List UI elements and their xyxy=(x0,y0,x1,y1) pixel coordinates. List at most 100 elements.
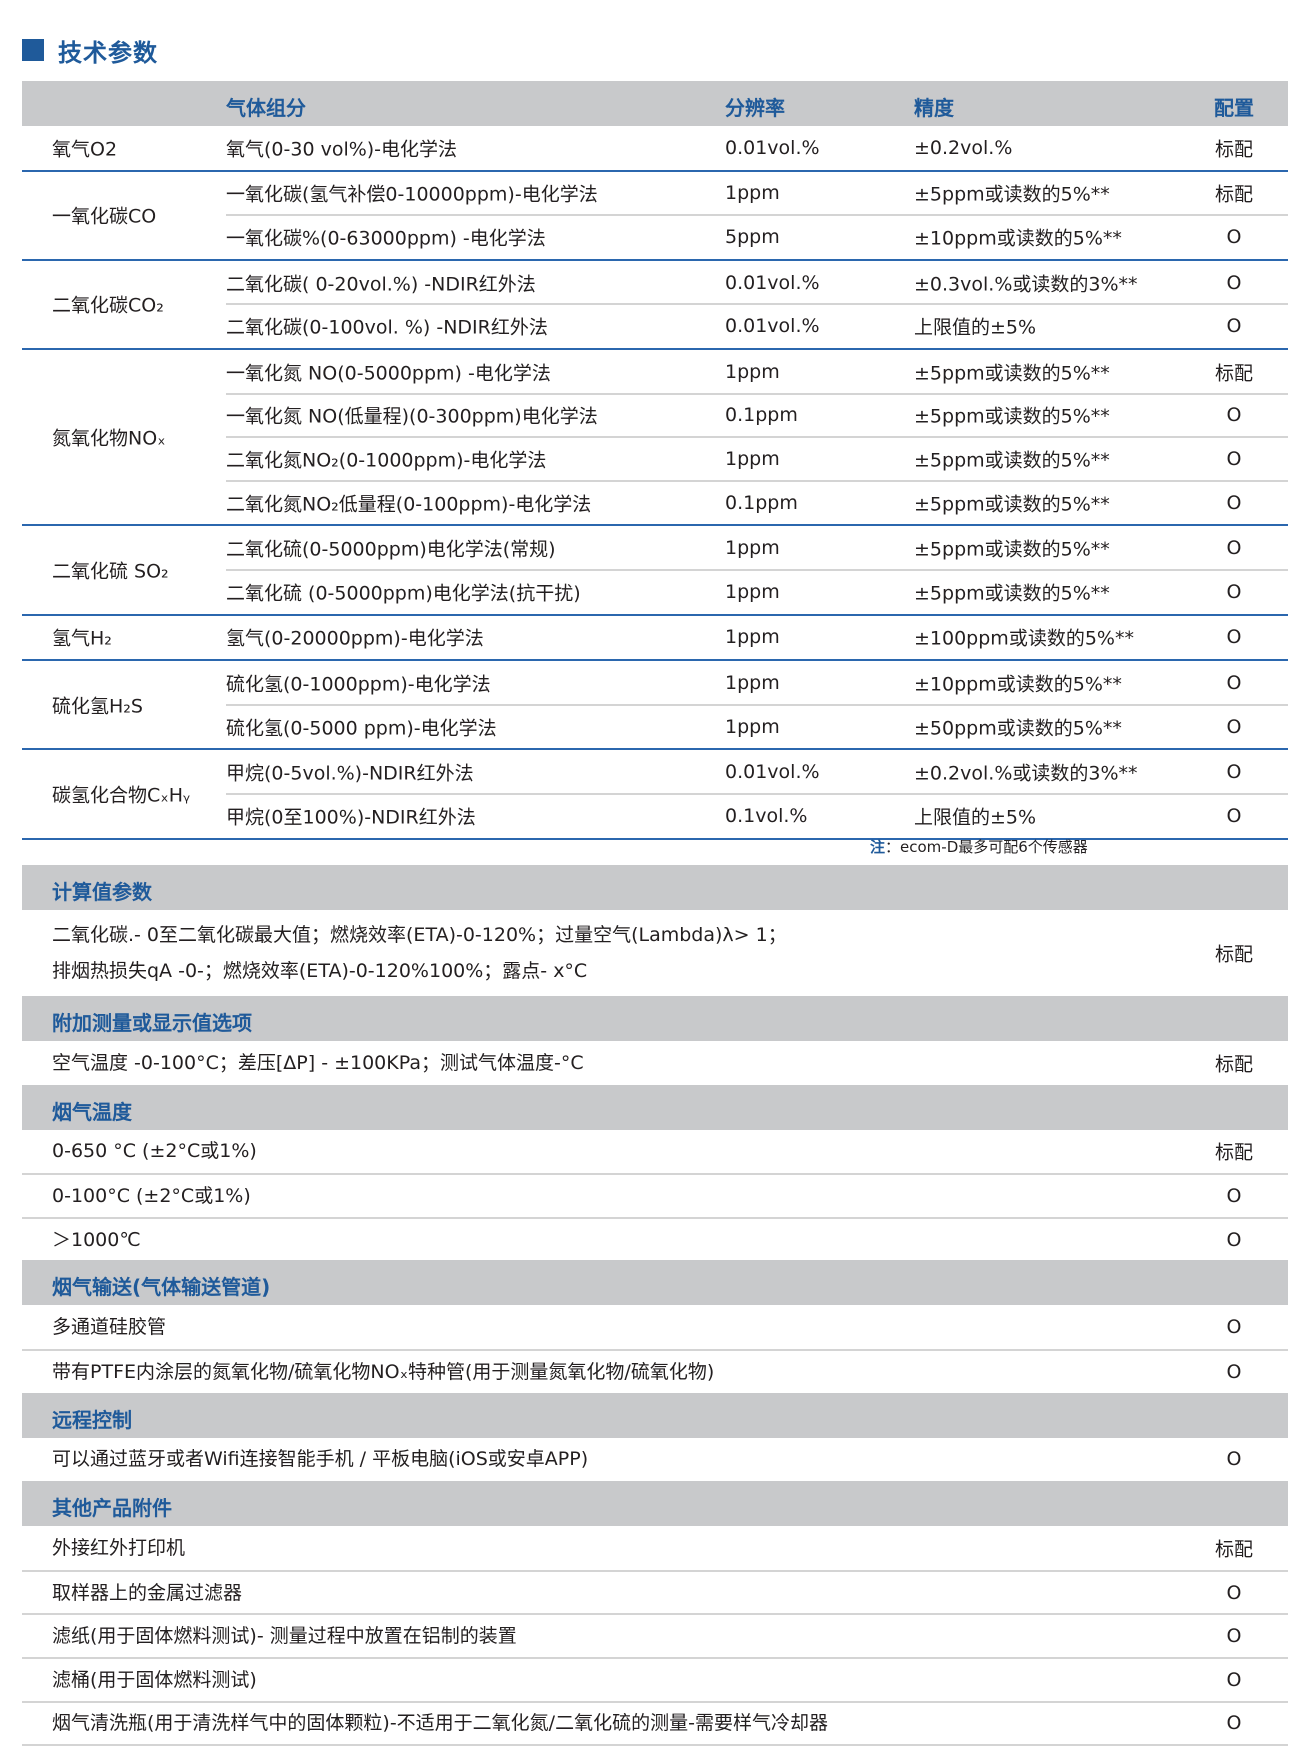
footnote: 注：ecom-D最多可配6个传感器 xyxy=(870,836,1088,857)
resolution-cell: 1ppm xyxy=(725,671,780,694)
config-cell: O xyxy=(1226,1668,1242,1691)
gas-group: 氢气H₂ 氢气(0-20000ppm)-电化学法 1ppm ±100ppm或读数的5… xyxy=(22,616,1288,662)
config-cell: 标配 xyxy=(1214,1053,1253,1076)
resolution-cell: 0.1ppm xyxy=(725,491,798,514)
config-cell: O xyxy=(1226,537,1242,560)
config-cell: 标配 xyxy=(1214,1538,1253,1561)
gas-group-name: 氢气H₂ xyxy=(52,627,112,650)
section-title: 技术参数 xyxy=(22,36,158,67)
section-header: 远程控制 xyxy=(22,1392,1288,1438)
item-text: ＞1000℃ xyxy=(52,1222,141,1258)
item-line: 带有PTFE内涂层的氮氧化物/硫氧化物NOₓ特种管(用于测量氮氧化物/硫氧化物) xyxy=(52,1360,715,1383)
header-accuracy: 精度 xyxy=(914,96,954,120)
table-row: 二氧化硫 (0-5000ppm)电化学法(抗干扰) 1ppm ±5ppm或读数的5… xyxy=(22,568,1288,614)
section-title: 烟气温度 xyxy=(52,1099,132,1124)
list-item: 二氧化碳.- 0至二氧化碳最大值；燃烧效率(ETA)-0-120%；过量空气(L… xyxy=(22,910,1288,996)
item-line: 外接红外打印机 xyxy=(52,1536,186,1559)
config-cell: O xyxy=(1226,804,1242,827)
item-text: 0-650 °C (±2°C或1%) xyxy=(52,1133,257,1169)
table-row: 氢气(0-20000ppm)-电化学法 1ppm ±100ppm或读数的5%** O xyxy=(22,616,1288,660)
section-title: 附加测量或显示值选项 xyxy=(52,1011,252,1035)
config-cell: 标配 xyxy=(1214,362,1253,385)
table-row: 一氧化氮 NO(0-5000ppm) -电化学法 1ppm ±5ppm或读数的5%… xyxy=(22,350,1288,394)
section-rows: 可以通过蓝牙或者Wifi连接智能手机 / 平板电脑(iOS或安卓APP) O xyxy=(22,1438,1288,1482)
gas-group-name: 硫化氢H₂S xyxy=(52,695,143,718)
resolution-cell: 0.1vol.% xyxy=(725,804,808,827)
gas-group: 硫化氢H₂S 硫化氢(0-1000ppm)-电化学法 1ppm ±10ppm或读数的… xyxy=(22,661,1288,751)
accuracy-cell: ±0.2vol.% xyxy=(914,136,1013,159)
component-cell: 一氧化碳%(0-63000ppm) -电化学法 xyxy=(226,227,546,250)
table-row: 二氧化氮NO₂低量程(0-100ppm)-电化学法 0.1ppm ±5ppm或读数… xyxy=(22,479,1288,525)
config-cell: 标配 xyxy=(1214,943,1253,966)
section-title: 烟气输送(气体输送管道) xyxy=(52,1275,271,1300)
config-cell: O xyxy=(1226,1625,1242,1648)
component-cell: 二氧化氮NO₂(0-1000ppm)-电化学法 xyxy=(226,449,547,472)
table-row: 一氧化碳%(0-63000ppm) -电化学法 5ppm ±10ppm或读数的5%… xyxy=(22,214,1288,259)
item-text: 空气温度 -0-100°C；差压[ΔP] - ±100KPa；测试气体温度-°C xyxy=(52,1045,584,1081)
component-cell: 甲烷(0-5vol.%)-NDIR红外法 xyxy=(226,762,474,785)
component-cell: 一氧化氮 NO(低量程)(0-300ppm)电化学法 xyxy=(226,405,598,428)
component-cell: 硫化氢(0-5000 ppm)-电化学法 xyxy=(226,717,497,740)
gas-group-name: 氧气O2 xyxy=(52,138,118,161)
resolution-cell: 0.01vol.% xyxy=(725,761,820,784)
accuracy-cell: ±10ppm或读数的5%** xyxy=(914,227,1122,250)
resolution-cell: 0.1ppm xyxy=(725,404,798,427)
item-line: 多通道硅胶管 xyxy=(52,1316,167,1339)
item-line: 空气温度 -0-100°C；差压[ΔP] - ±100KPa；测试气体温度-°C xyxy=(52,1051,584,1074)
table-row: 一氧化氮 NO(低量程)(0-300ppm)电化学法 0.1ppm ±5ppm或读… xyxy=(22,392,1288,438)
table-row: 甲烷(0-5vol.%)-NDIR红外法 0.01vol.% ±0.2vol.%或读… xyxy=(22,750,1288,794)
list-item: 取样器上的金属过滤器 O xyxy=(22,1569,1288,1614)
item-line: 可以通过蓝牙或者Wifi连接智能手机 / 平板电脑(iOS或安卓APP) xyxy=(52,1448,589,1471)
item-text: 多通道硅胶管 xyxy=(52,1309,166,1345)
accuracy-cell: ±5ppm或读数的5%** xyxy=(914,449,1110,472)
section-header: 烟气输送(气体输送管道) xyxy=(22,1260,1288,1306)
component-cell: 硫化氢(0-1000ppm)-电化学法 xyxy=(226,673,491,696)
accuracy-cell: ±5ppm或读数的5%** xyxy=(914,405,1110,428)
resolution-cell: 1ppm xyxy=(725,537,780,560)
section-title: 其他产品附件 xyxy=(52,1496,172,1521)
list-item: 带有PTFE内涂层的氮氧化物/硫氧化物NOₓ特种管(用于测量氮氧化物/硫氧化物)… xyxy=(22,1348,1288,1393)
resolution-cell: 1ppm xyxy=(725,715,780,738)
resolution-cell: 1ppm xyxy=(725,626,780,649)
item-text: 滤纸(用于固体燃料测试)- 测量过程中放置在铝制的装置 xyxy=(52,1618,517,1654)
section-rows: 外接红外打印机 标配取样器上的金属过滤器 O 滤纸(用于固体燃料测试)- 测量过程中放… xyxy=(22,1526,1288,1747)
list-item: 烟气清洗瓶(用于清洗样气中的固体颗粒)-不适用于二氧化氮/二氧化硫的测量-需要样… xyxy=(22,1700,1288,1745)
config-cell: O xyxy=(1226,225,1242,248)
item-line: 滤纸(用于固体燃料测试)- 测量过程中放置在铝制的装置 xyxy=(52,1625,517,1648)
component-cell: 甲烷(0至100%)-NDIR红外法 xyxy=(226,806,476,829)
item-text: 外接红外打印机 xyxy=(52,1530,185,1566)
table-row: 硫化氢(0-1000ppm)-电化学法 1ppm ±10ppm或读数的5%** O xyxy=(22,661,1288,705)
config-cell: O xyxy=(1226,626,1242,649)
section-header: 计算值参数 xyxy=(22,865,1288,910)
resolution-cell: 1ppm xyxy=(725,182,780,205)
gas-group: 二氧化碳CO₂ 二氧化碳( 0-20vol.%) -NDIR红外法 0.01vol.… xyxy=(22,261,1288,350)
table-row: 二氧化碳(0-100vol. %) -NDIR红外法 0.01vol.% 上限值的±… xyxy=(22,303,1288,348)
config-cell: O xyxy=(1226,271,1242,294)
option-sections: 计算值参数二氧化碳.- 0至二氧化碳最大值；燃烧效率(ETA)-0-120%；过… xyxy=(22,865,1288,1747)
title-square-icon xyxy=(22,39,44,61)
section-title: 计算值参数 xyxy=(52,880,152,904)
table-row: 硫化氢(0-5000 ppm)-电化学法 1ppm ±50ppm或读数的5%** O xyxy=(22,703,1288,749)
gas-group-name: 一氧化碳CO xyxy=(52,205,157,228)
gas-group: 碳氢化合物CₓHᵧ 甲烷(0-5vol.%)-NDIR红外法 0.01vol.% ±0… xyxy=(22,750,1288,840)
accuracy-cell: 上限值的±5% xyxy=(914,806,1037,829)
accuracy-cell: ±5ppm或读数的5%** xyxy=(914,493,1110,516)
config-cell: O xyxy=(1226,1316,1242,1339)
component-cell: 二氧化碳(0-100vol. %) -NDIR红外法 xyxy=(226,316,548,339)
accuracy-cell: ±0.3vol.%或读数的3%** xyxy=(914,273,1138,296)
gas-group-name: 碳氢化合物CₓHᵧ xyxy=(52,784,191,807)
resolution-cell: 0.01vol.% xyxy=(725,136,820,159)
footnote-label: 注 xyxy=(870,838,886,856)
accuracy-cell: ±0.2vol.%或读数的3%** xyxy=(914,762,1138,785)
footnote-text: ：ecom-D最多可配6个传感器 xyxy=(885,838,1088,856)
config-cell: O xyxy=(1226,580,1242,603)
gas-group: 二氧化硫 SO₂ 二氧化硫(0-5000ppm)电化学法(常规) 1ppm ±5pp… xyxy=(22,526,1288,616)
config-cell: O xyxy=(1226,1360,1242,1383)
item-text: 滤桶(用于固体燃料测试) xyxy=(52,1662,257,1698)
resolution-cell: 1ppm xyxy=(725,580,780,603)
title-text: 技术参数 xyxy=(58,38,158,67)
config-cell: O xyxy=(1226,1581,1242,1604)
item-text: 二氧化碳.- 0至二氧化碳最大值；燃烧效率(ETA)-0-120%；过量空气(L… xyxy=(52,917,787,989)
gas-table: 气体组分 分辨率 精度 配置 氧气O2 氧气(0-30 vol%)-电化学法 0.0… xyxy=(22,81,1288,840)
item-line: 滤桶(用于固体燃料测试) xyxy=(52,1668,257,1691)
